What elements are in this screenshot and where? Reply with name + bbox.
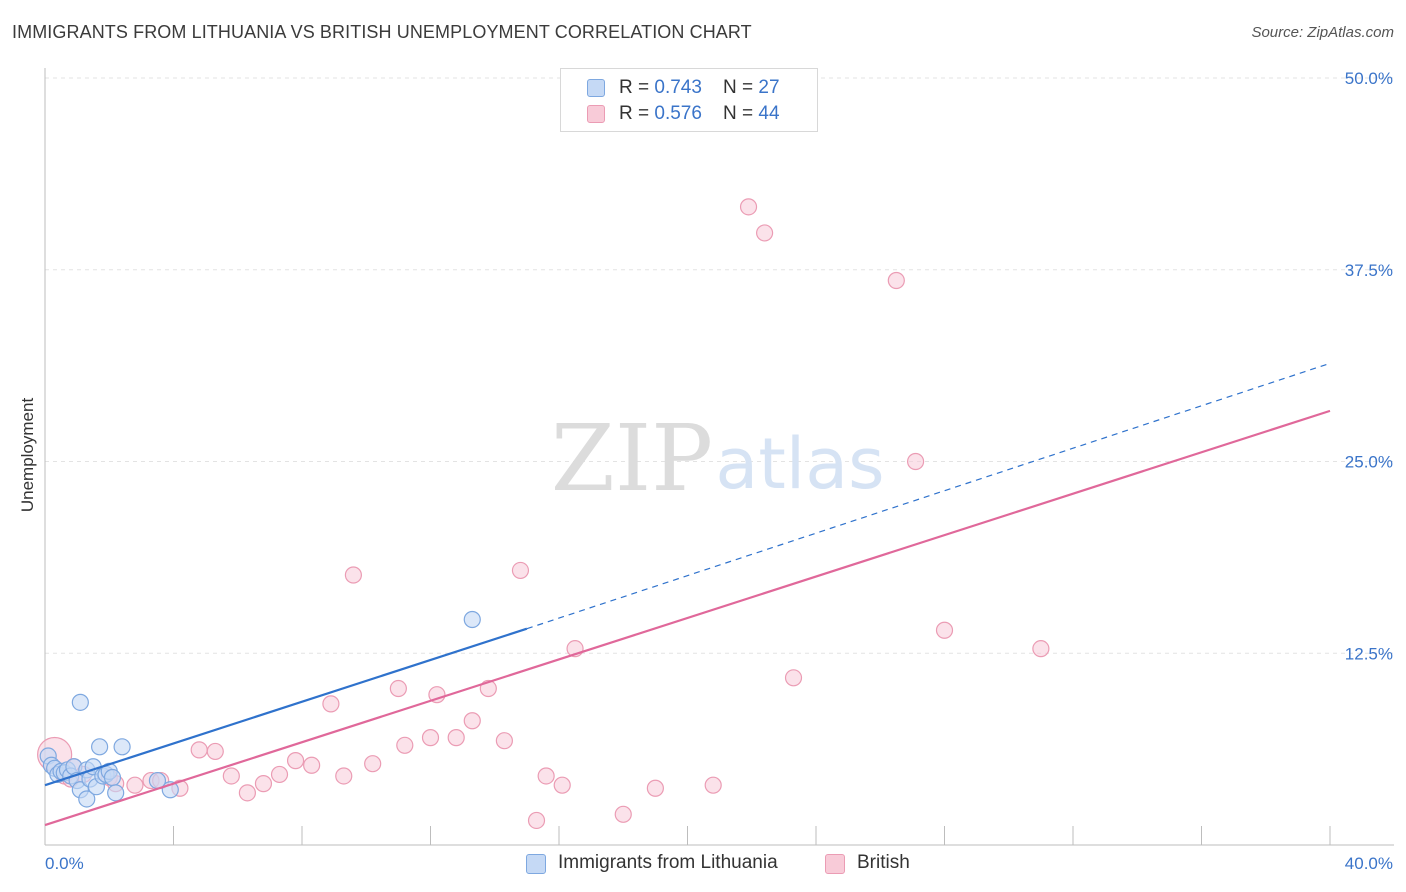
british-point bbox=[447, 729, 465, 747]
british-point bbox=[1032, 640, 1050, 658]
british-point bbox=[389, 679, 407, 698]
lithuania-point bbox=[103, 768, 122, 787]
british-point bbox=[428, 686, 446, 704]
legend-n-value: 44 bbox=[758, 103, 780, 124]
british-point bbox=[784, 669, 803, 687]
watermark-zip: ZIP bbox=[551, 405, 713, 512]
y-tick-label: 12.5% bbox=[1345, 644, 1393, 663]
y-tick-label: 50.0% bbox=[1345, 69, 1393, 88]
legend-r-value: 0.743 bbox=[654, 77, 702, 98]
british-point bbox=[206, 742, 224, 761]
bottom-legend-swatch-pink bbox=[825, 854, 845, 874]
british-point bbox=[344, 566, 362, 584]
british-point bbox=[270, 765, 289, 784]
lithuania-point bbox=[91, 738, 109, 756]
lithuania-point bbox=[463, 610, 481, 629]
british-point bbox=[238, 784, 256, 802]
axes bbox=[44, 68, 1394, 846]
british-points bbox=[37, 198, 1050, 830]
chart-title: IMMIGRANTS FROM LITHUANIA VS BRITISH UNE… bbox=[12, 22, 752, 42]
x-tick-label: 40.0% bbox=[1345, 854, 1393, 873]
bottom-legend-label: British bbox=[857, 852, 910, 873]
legend-n-label: N = bbox=[723, 103, 759, 124]
source-label: Source: ZipAtlas.com bbox=[1251, 24, 1394, 41]
y-tick-label: 25.0% bbox=[1345, 453, 1393, 472]
tick-labels: 12.5% 25.0% 37.5% 50.0% 0.0% 40.0% bbox=[45, 69, 1393, 873]
british-point bbox=[537, 767, 555, 785]
british-point bbox=[906, 452, 925, 471]
british-point bbox=[322, 695, 340, 713]
bottom-legend-label: Immigrants from Lithuania bbox=[558, 852, 778, 873]
british-point bbox=[739, 198, 758, 216]
correlation-legend: R = 0.743 N = 27 R = 0.576 N = 44 bbox=[560, 68, 818, 132]
legend-r-label: R = bbox=[619, 103, 655, 124]
british-point bbox=[527, 811, 546, 830]
lithuania-trend-line bbox=[44, 627, 528, 787]
british-point bbox=[511, 561, 530, 580]
british-point bbox=[286, 752, 305, 770]
watermark-atlas: atlas bbox=[715, 423, 884, 505]
legend-r-label: R = bbox=[619, 77, 655, 98]
british-point bbox=[755, 224, 774, 242]
british-point bbox=[887, 271, 905, 290]
british-point bbox=[364, 755, 382, 773]
trend-lines bbox=[44, 362, 1331, 827]
british-point bbox=[646, 779, 664, 797]
bottom-legend-swatch-blue bbox=[526, 854, 546, 874]
legend-swatch-pink bbox=[587, 105, 605, 123]
lithuania-trend-extension bbox=[526, 362, 1331, 630]
british-point bbox=[126, 776, 144, 794]
legend-n-value: 27 bbox=[758, 77, 780, 98]
british-point bbox=[463, 712, 481, 730]
british-point bbox=[495, 732, 513, 750]
lithuania-point bbox=[107, 784, 125, 802]
british-point bbox=[335, 767, 353, 785]
legend-swatch-blue bbox=[587, 79, 605, 97]
y-axis-label: Unemployment bbox=[18, 398, 37, 513]
y-tick-label: 37.5% bbox=[1345, 261, 1393, 280]
british-point bbox=[935, 621, 954, 639]
british-point bbox=[254, 775, 273, 793]
british-point bbox=[553, 776, 571, 794]
british-trend-line bbox=[44, 409, 1331, 827]
legend-n-label: N = bbox=[723, 77, 759, 98]
british-point bbox=[303, 756, 321, 774]
x-tick-label: 0.0% bbox=[45, 854, 84, 873]
british-point bbox=[222, 767, 240, 785]
british-point bbox=[396, 736, 414, 754]
british-point bbox=[704, 776, 722, 794]
watermark: ZIP atlas bbox=[551, 405, 885, 512]
legend-r-value: 0.576 bbox=[654, 103, 702, 124]
lithuania-point bbox=[113, 738, 131, 756]
british-point bbox=[614, 805, 632, 823]
british-point bbox=[421, 729, 440, 747]
grid bbox=[45, 77, 1394, 654]
british-point bbox=[190, 741, 208, 759]
lithuania-point bbox=[78, 790, 96, 808]
lithuania-point bbox=[71, 693, 89, 711]
